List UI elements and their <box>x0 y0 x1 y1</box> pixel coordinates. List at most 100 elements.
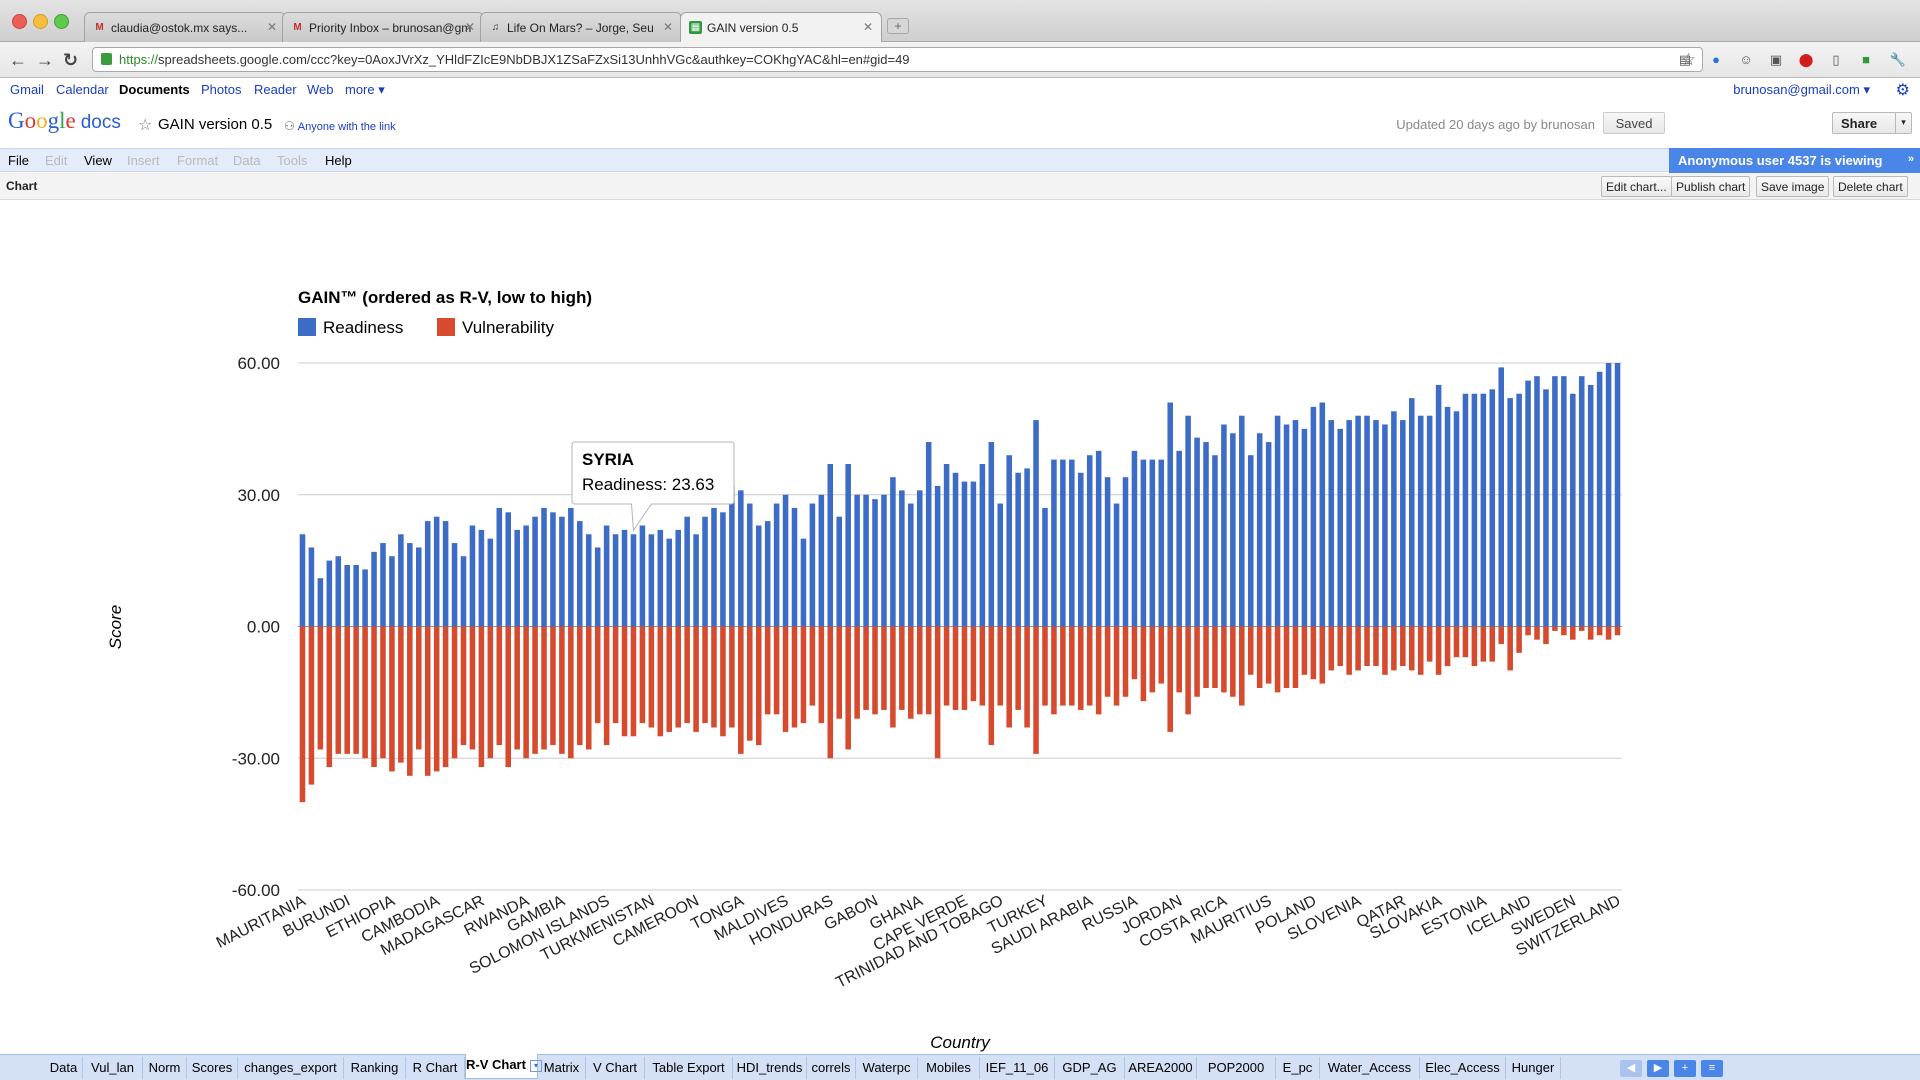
bar-readiness[interactable] <box>1382 424 1388 627</box>
bar-vulnerability[interactable] <box>1587 626 1594 640</box>
bar-readiness[interactable] <box>1373 420 1379 627</box>
bar-readiness[interactable] <box>639 525 646 627</box>
gbar-link-web[interactable]: Web <box>307 82 334 97</box>
close-tab-icon[interactable]: ✕ <box>662 20 673 34</box>
bar-vulnerability[interactable] <box>1194 626 1200 697</box>
bar-readiness[interactable] <box>773 503 780 627</box>
bar-readiness[interactable] <box>1614 363 1621 627</box>
bar-readiness[interactable] <box>1006 455 1012 627</box>
bar-vulnerability[interactable] <box>1140 626 1147 702</box>
bar-readiness[interactable] <box>979 464 986 627</box>
bar-readiness[interactable] <box>1203 442 1209 627</box>
sheet-tab[interactable]: Data <box>45 1057 83 1079</box>
smiley-extension-icon[interactable]: ☺ <box>1739 52 1753 67</box>
bar-vulnerability[interactable] <box>952 626 959 710</box>
bar-vulnerability[interactable] <box>1283 626 1290 688</box>
bar-vulnerability[interactable] <box>487 626 494 759</box>
bar-readiness[interactable] <box>755 525 762 627</box>
tab-menu-icon[interactable]: ▾ <box>529 1059 542 1072</box>
bar-vulnerability[interactable] <box>1256 626 1263 688</box>
reload-icon[interactable]: ↻ <box>63 50 79 70</box>
bar-readiness[interactable] <box>1605 363 1612 627</box>
bar-readiness[interactable] <box>1149 459 1156 627</box>
bar-readiness[interactable] <box>1534 376 1540 627</box>
bar-vulnerability[interactable] <box>979 626 986 706</box>
bar-vulnerability[interactable] <box>1480 626 1487 662</box>
bar-readiness[interactable] <box>532 516 538 627</box>
bar-vulnerability[interactable] <box>648 626 655 728</box>
new-tab-button[interactable]: + <box>887 18 909 34</box>
address-bar[interactable]: https://spreadsheets.google.com/ccc?key=… <box>92 47 1703 72</box>
bar-readiness[interactable] <box>469 525 476 627</box>
bar-readiness[interactable] <box>863 494 869 627</box>
bar-readiness[interactable] <box>1194 437 1200 627</box>
bar-vulnerability[interactable] <box>1060 626 1066 706</box>
reader-extension-icon[interactable]: ▤ <box>1678 52 1692 67</box>
bar-readiness[interactable] <box>1042 507 1048 627</box>
bar-readiness[interactable] <box>1561 376 1567 627</box>
bar-readiness[interactable] <box>961 481 968 627</box>
bar-readiness[interactable] <box>746 503 753 627</box>
bar-readiness[interactable] <box>1122 477 1129 627</box>
bar-readiness[interactable] <box>809 503 816 627</box>
sharing-status[interactable]: ⚇ Anyone with the link <box>284 119 396 133</box>
adblock-extension-icon[interactable]: ⬤ <box>1798 52 1814 67</box>
bar-vulnerability[interactable] <box>988 626 995 746</box>
bar-readiness[interactable] <box>1400 420 1406 627</box>
bar-vulnerability[interactable] <box>1319 626 1326 684</box>
bar-vulnerability[interactable] <box>1203 626 1209 688</box>
bar-readiness[interactable] <box>1265 442 1272 627</box>
bar-readiness[interactable] <box>398 534 404 627</box>
bar-vulnerability[interactable] <box>1185 626 1191 715</box>
bar-vulnerability[interactable] <box>934 626 941 759</box>
zoom-window-button[interactable] <box>54 14 69 29</box>
sheet-tab[interactable]: R Chart <box>406 1057 465 1079</box>
bar-readiness[interactable] <box>1221 424 1227 627</box>
bar-vulnerability[interactable] <box>496 626 503 746</box>
bar-vulnerability[interactable] <box>666 626 673 732</box>
bar-vulnerability[interactable] <box>505 626 512 768</box>
bar-readiness[interactable] <box>1498 367 1505 627</box>
bar-vulnerability[interactable] <box>1570 626 1576 640</box>
bar-vulnerability[interactable] <box>845 626 851 750</box>
bar-vulnerability[interactable] <box>541 626 547 750</box>
sheet-tab[interactable]: Mobiles <box>918 1057 980 1079</box>
bar-readiness[interactable] <box>738 490 744 627</box>
bar-readiness[interactable] <box>1587 384 1594 627</box>
bar-vulnerability[interactable] <box>451 626 458 759</box>
bar-vulnerability[interactable] <box>1346 626 1352 675</box>
document-title[interactable]: GAIN version 0.5 <box>158 116 273 133</box>
bar-vulnerability[interactable] <box>1292 626 1299 688</box>
sheet-tab[interactable]: Table Export <box>645 1057 733 1079</box>
bar-vulnerability[interactable] <box>559 626 565 754</box>
bar-readiness[interactable] <box>353 565 359 627</box>
bar-vulnerability[interactable] <box>1042 626 1048 706</box>
back-icon[interactable]: ← <box>9 50 27 70</box>
bar-vulnerability[interactable] <box>433 626 440 772</box>
bar-readiness[interactable] <box>317 578 324 627</box>
sheet-tab[interactable]: Ranking <box>344 1057 406 1079</box>
bar-vulnerability[interactable] <box>568 626 574 759</box>
bar-readiness[interactable] <box>1453 411 1460 627</box>
bar-vulnerability[interactable] <box>782 626 789 732</box>
bar-readiness[interactable] <box>1292 420 1299 627</box>
bar-vulnerability[interactable] <box>657 626 664 737</box>
bar-vulnerability[interactable] <box>1095 626 1102 715</box>
bar-vulnerability[interactable] <box>1051 626 1057 715</box>
bar-readiness[interactable] <box>1230 433 1236 627</box>
bar-readiness[interactable] <box>371 551 377 627</box>
bar-vulnerability[interactable] <box>1364 626 1370 667</box>
bar-vulnerability[interactable] <box>961 626 968 710</box>
bar-readiness[interactable] <box>997 503 1004 627</box>
bar-vulnerability[interactable] <box>1391 626 1397 671</box>
save-image-button[interactable]: Save image <box>1756 176 1830 197</box>
bar-readiness[interactable] <box>344 565 350 627</box>
bar-vulnerability[interactable] <box>1408 626 1415 671</box>
settings-gear-icon[interactable]: ⚙ <box>1895 82 1910 99</box>
bar-readiness[interactable] <box>424 521 431 627</box>
bar-vulnerability[interactable] <box>1471 626 1478 667</box>
sheet-tab[interactable]: Vul_lan <box>83 1057 143 1079</box>
bar-vulnerability[interactable] <box>424 626 431 776</box>
chat-extension-icon[interactable]: ● <box>1712 52 1720 67</box>
bar-readiness[interactable] <box>1462 393 1469 627</box>
